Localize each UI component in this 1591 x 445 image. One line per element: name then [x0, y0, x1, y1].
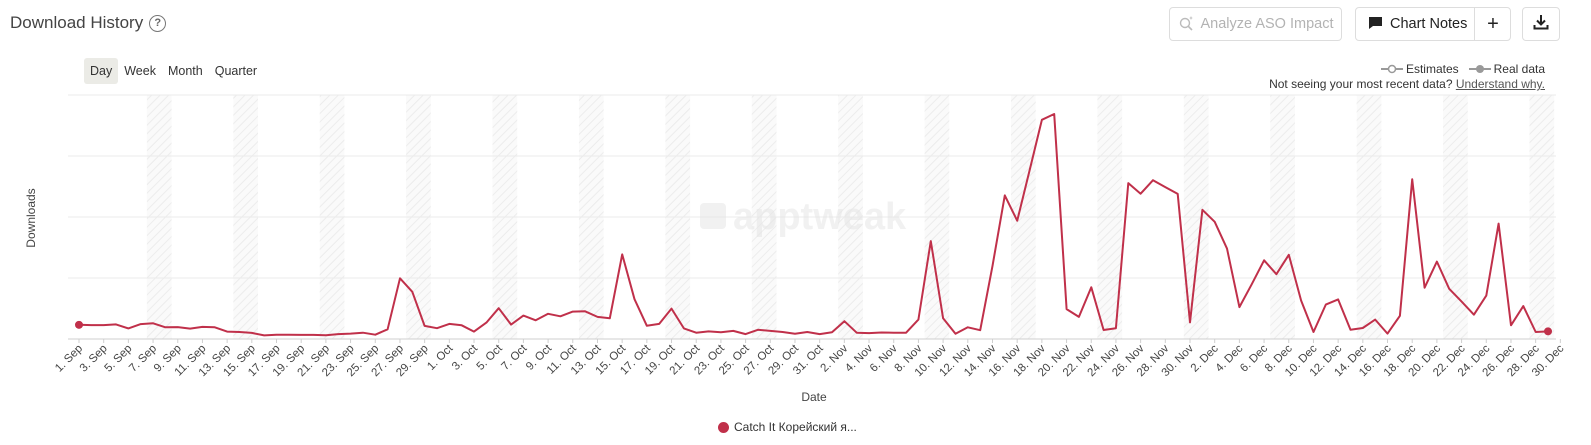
x-axis-label: Date: [801, 390, 827, 404]
estimates-marker-icon: [1380, 64, 1403, 74]
watermark-logo-icon: [700, 203, 726, 229]
add-note-button[interactable]: +: [1487, 12, 1499, 35]
y-axis-label: Downloads: [24, 188, 38, 247]
x-tick-label: 7. Oct: [499, 342, 530, 373]
legend-estimates-label: Estimates: [1405, 62, 1459, 76]
comment-icon: [1368, 16, 1383, 33]
watermark-text: apptweak: [733, 196, 907, 238]
data-type-legend: Estimates Real data: [1380, 62, 1545, 76]
series-end-point: [1544, 327, 1552, 336]
tab-week[interactable]: Week: [124, 64, 156, 78]
download-button[interactable]: [1522, 7, 1560, 41]
page-title-text: Download History: [10, 13, 144, 32]
tab-month[interactable]: Month: [167, 64, 203, 78]
watermark: apptweak: [700, 196, 907, 238]
chart-notes-label: Chart Notes: [1390, 16, 1468, 32]
real-data-marker-icon: [1468, 65, 1491, 73]
help-icon[interactable]: ?: [149, 14, 167, 32]
legend-estimates[interactable]: Estimates: [1380, 62, 1459, 76]
series-color-dot: [718, 421, 729, 433]
x-tick-label: 5. Oct: [475, 342, 506, 373]
series-legend[interactable]: Catch It Корейский я...: [718, 420, 857, 434]
x-tick-label: 3. Oct: [450, 342, 481, 373]
analyze-aso-impact-button[interactable]: Analyze ASO Impact: [1169, 7, 1342, 41]
analyze-aso-impact-label: Analyze ASO Impact: [1200, 16, 1334, 32]
sparkle-icon: [1178, 15, 1194, 34]
chart-notes-divider: [1474, 8, 1475, 40]
series-legend-label: Catch It Корейский я...: [734, 420, 857, 434]
period-tabs: Day Week Month Quarter: [84, 58, 263, 84]
legend-real-data-label: Real data: [1493, 62, 1545, 76]
series-line: [78, 113, 1549, 337]
understand-why-link[interactable]: Understand why.: [1455, 77, 1545, 91]
data-delay-note-text: Not seeing your most recent data?: [1269, 77, 1453, 91]
download-icon: [1533, 14, 1549, 34]
legend-real-data[interactable]: Real data: [1468, 62, 1545, 76]
series-start-point: [75, 320, 83, 329]
tab-quarter[interactable]: Quarter: [214, 64, 258, 78]
tab-day[interactable]: Day: [84, 58, 119, 84]
x-tick-label: 1. Oct: [425, 342, 456, 373]
chart-notes-button[interactable]: Chart Notes: [1355, 7, 1511, 41]
page-title: Download History ?: [10, 13, 167, 33]
data-delay-note: Not seeing your most recent data? Unders…: [1269, 77, 1545, 91]
